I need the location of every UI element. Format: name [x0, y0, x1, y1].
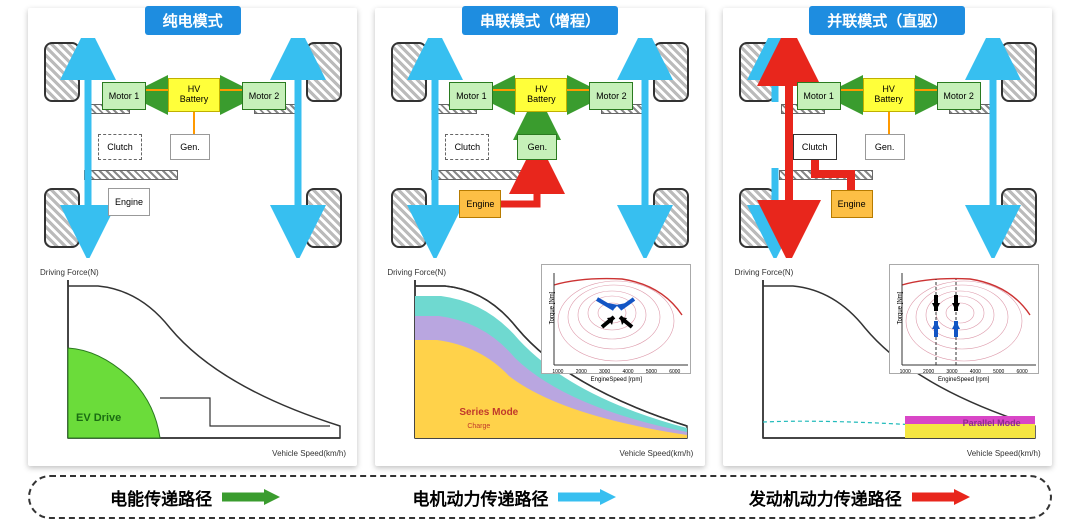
- arrow-icon: [910, 487, 970, 507]
- engine: Engine: [108, 188, 150, 216]
- chart-series: Driving Force(N) Vehicle Speed(km/h) Ser…: [387, 268, 693, 458]
- panel-ev: 纯电模式: [28, 8, 357, 466]
- gen: Gen.: [170, 134, 210, 160]
- efficiency-map-parallel: 100020003000400050006000 EngineSpeed [rp…: [889, 264, 1039, 374]
- panel-series: 串联模式（增程）: [375, 8, 704, 466]
- chart-parallel: Driving Force(N) Vehicle Speed(km/h) Par…: [735, 268, 1041, 458]
- chart-ev: Driving Force(N) Vehicle Speed(km/h) EV …: [40, 268, 346, 458]
- arrow-icon: [220, 487, 280, 507]
- diagram-ev: Motor 1 Motor 2 HVBattery Clutch Gen. En…: [40, 38, 346, 258]
- title-ev: 纯电模式: [145, 6, 241, 35]
- motor1: Motor 1: [102, 82, 146, 110]
- diagram-series: Motor 1 Motor 2 HVBattery Clutch Gen. En…: [387, 38, 693, 258]
- arrow-icon: [556, 487, 616, 507]
- efficiency-map-series: 100020003000400050006000 EngineSpeed [rp…: [541, 264, 691, 374]
- battery: HVBattery: [168, 78, 220, 112]
- clutch: Clutch: [98, 134, 142, 160]
- legend-bar: 电能传递路径 电机动力传递路径 发动机动力传递路径: [28, 475, 1052, 519]
- legend-engine: 发动机动力传递路径: [749, 485, 970, 510]
- legend-motor: 电机动力传递路径: [412, 485, 616, 510]
- legend-electric: 电能传递路径: [110, 485, 280, 510]
- title-parallel: 并联模式（直驱）: [809, 6, 965, 35]
- diagram-parallel: Motor 1 Motor 2 HVBattery Clutch Gen. En…: [735, 38, 1041, 258]
- title-series: 串联模式（增程）: [462, 6, 618, 35]
- panels-row: 纯电模式: [0, 0, 1080, 466]
- motor2: Motor 2: [242, 82, 286, 110]
- panel-parallel: 并联模式（直驱）: [723, 8, 1052, 466]
